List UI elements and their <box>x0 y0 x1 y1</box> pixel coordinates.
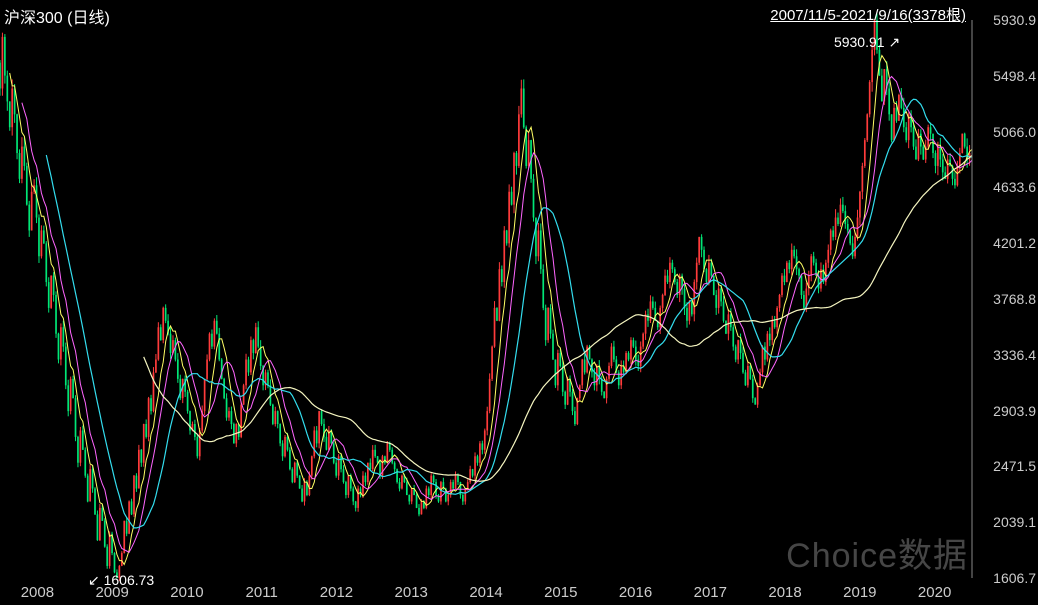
price-annotation: ↙ 1606.73 <box>88 572 154 589</box>
x-tick: 2011 <box>246 584 278 601</box>
stock-chart: 沪深300 (日线) 2007/11/5-2021/9/16(3378根) Ch… <box>0 0 1038 605</box>
y-tick: 3768.8 <box>993 291 1036 307</box>
y-tick: 3336.4 <box>993 347 1036 363</box>
x-tick: 2008 <box>21 584 54 601</box>
x-tick: 2013 <box>395 584 428 601</box>
y-tick: 5930.9 <box>993 12 1036 28</box>
y-tick: 5498.4 <box>993 68 1036 84</box>
y-tick: 4201.2 <box>993 235 1036 251</box>
y-tick: 4633.6 <box>993 179 1036 195</box>
y-tick: 2039.1 <box>993 514 1036 530</box>
price-annotation: 5930.91 ↗ <box>834 34 900 51</box>
x-tick: 2015 <box>544 584 577 601</box>
x-tick: 2014 <box>469 584 502 601</box>
x-tick: 2019 <box>843 584 876 601</box>
y-tick: 2471.5 <box>993 458 1036 474</box>
x-tick: 2018 <box>768 584 801 601</box>
x-tick: 2016 <box>619 584 652 601</box>
y-tick: 2903.9 <box>993 403 1036 419</box>
watermark: Choice数据 <box>786 528 968 577</box>
x-tick: 2020 <box>918 584 951 601</box>
chart-canvas <box>0 0 1038 605</box>
x-tick: 2017 <box>694 584 727 601</box>
x-tick: 2010 <box>170 584 203 601</box>
y-tick: 5066.0 <box>993 124 1036 140</box>
chart-title: 沪深300 (日线) <box>4 4 110 28</box>
date-range-label: 2007/11/5-2021/9/16(3378根) <box>770 4 966 25</box>
y-tick: 1606.7 <box>993 570 1036 586</box>
x-tick: 2012 <box>320 584 353 601</box>
